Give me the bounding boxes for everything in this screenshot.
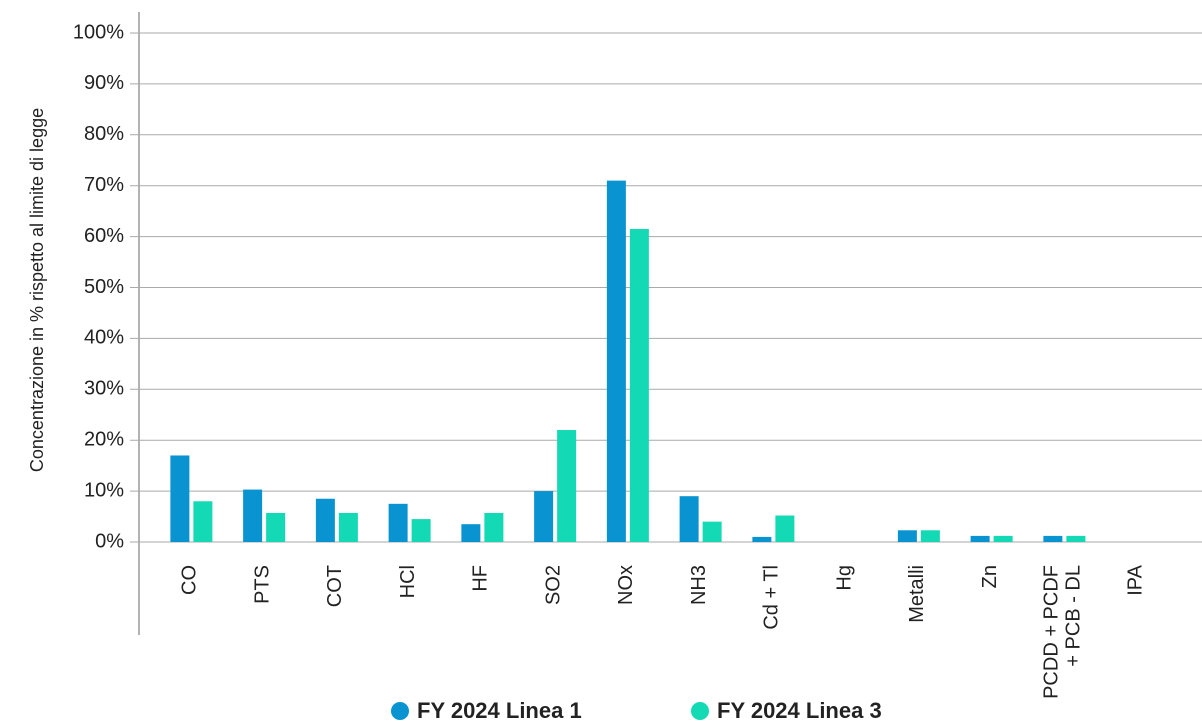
x-tick-label: Metalli [906,565,928,623]
bar [920,530,940,542]
x-tick-label: CO [179,565,201,595]
x-tick-label: Cd + Tl [761,565,783,630]
bar [461,524,481,542]
x-tick-label: SO2 [542,565,564,605]
bar [897,530,917,542]
y-axis-label: Concentrazione in % rispetto al limite d… [27,108,47,472]
x-tick-label: HF [470,565,492,592]
x-tick-label: + PCB - DL [1063,565,1085,667]
bar [170,455,190,542]
x-tick-label: Hg [833,565,855,591]
legend-label: FY 2024 Linea 1 [417,698,582,723]
bar [266,512,286,542]
bar [411,519,431,542]
y-tick-label: 20% [84,428,124,450]
x-tick-label: IPA [1124,564,1146,595]
bar [993,535,1013,542]
y-tick-label: 100% [73,21,124,43]
bar [388,503,408,542]
bar [752,536,772,542]
bar [679,496,699,542]
bar [1043,535,1063,542]
legend-label: FY 2024 Linea 3 [717,698,882,723]
y-tick-label: 60% [84,225,124,247]
y-tick-label: 50% [84,276,124,298]
bar [338,512,358,542]
legend-marker [391,702,409,720]
y-tick-label: 80% [84,123,124,145]
bar [970,535,990,542]
bar [243,489,263,542]
x-tick-label: COT [324,565,346,607]
x-tick-label: Zn [979,565,1001,588]
bar [557,430,577,542]
x-tick-label: NH3 [688,565,710,605]
y-tick-label: 40% [84,327,124,349]
bar [702,521,722,542]
y-tick-label: 30% [84,378,124,400]
y-tick-label: 90% [84,72,124,94]
legend-marker [691,702,709,720]
y-tick-label: 0% [95,530,124,552]
y-tick-label: 10% [84,479,124,501]
bar [534,491,554,542]
y-tick-label: 70% [84,174,124,196]
bar [1066,535,1086,542]
x-tick-label: NOx [615,565,637,605]
bar [606,180,626,543]
bar [315,498,335,542]
bar [629,228,649,542]
x-tick-label: PTS [251,565,273,604]
x-tick-label: PCDD + PCDF [1041,565,1063,699]
bar [775,515,795,542]
x-tick-label: HCl [397,565,419,598]
bar [484,512,504,542]
bar [193,501,213,542]
